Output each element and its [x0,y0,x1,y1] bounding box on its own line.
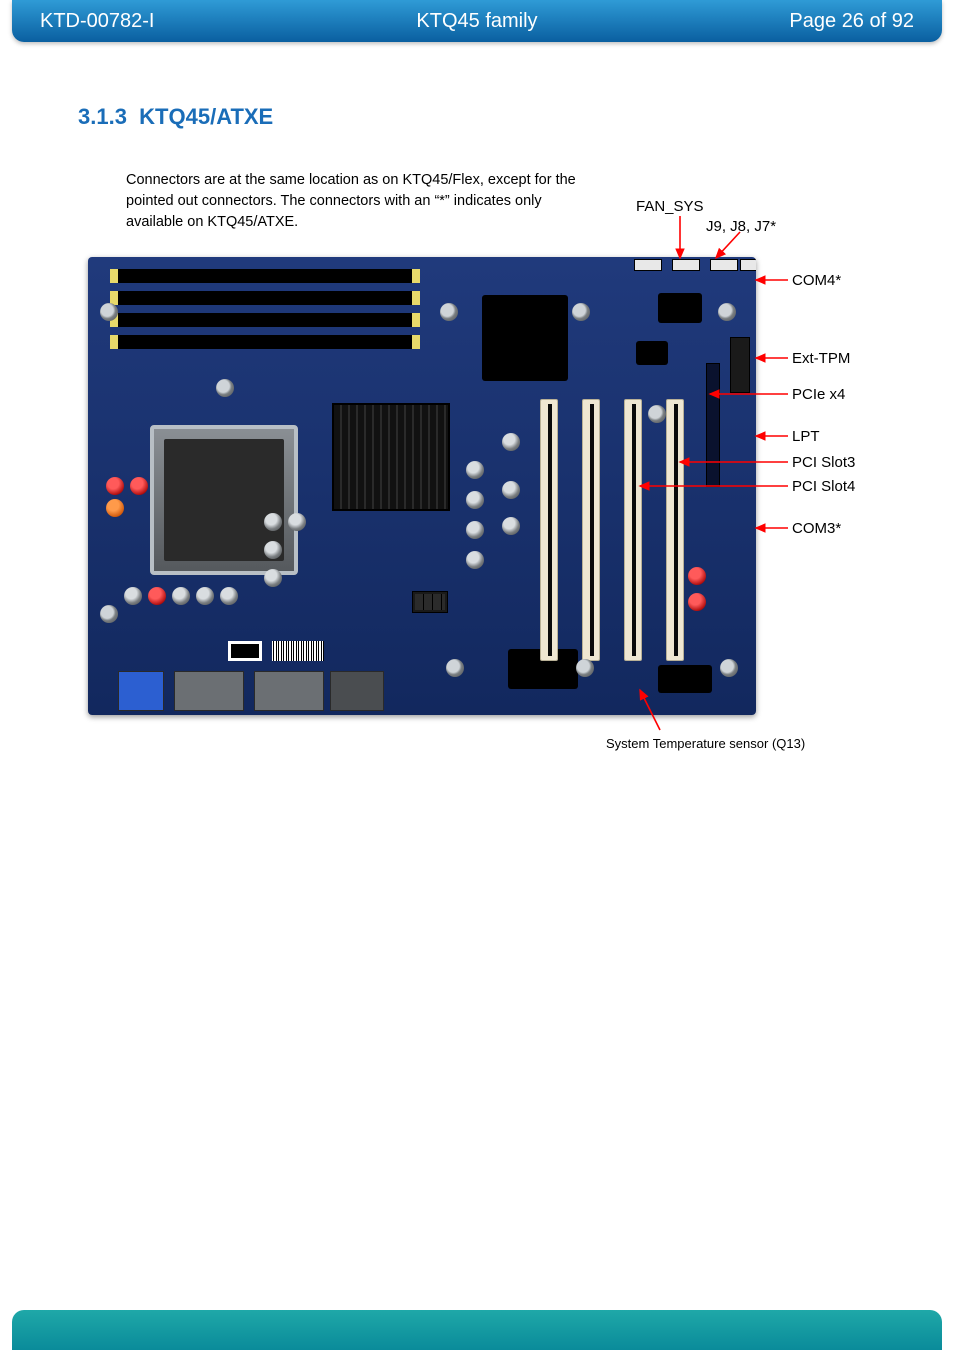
label-lpt: LPT [792,428,820,445]
section-heading: 3.1.3 KTQ45/ATXE [78,104,273,130]
label-fan-sys: FAN_SYS [636,198,704,215]
doc-id: KTD-00782-I [40,10,331,33]
page-footer [12,1310,942,1350]
label-com3: COM3* [792,520,841,537]
label-pci3: PCI Slot3 [792,454,855,471]
label-pcie-x4: PCIe x4 [792,386,845,403]
section-title: KTQ45/ATXE [139,104,273,129]
motherboard-image [88,257,756,715]
page-number: Page 26 of 92 [623,10,914,33]
intro-text: Connectors are at the same location as o… [126,170,586,233]
label-temp-sensor: System Temperature sensor (Q13) [606,736,805,751]
doc-family: KTQ45 family [331,10,622,33]
label-com4: COM4* [792,272,841,289]
label-ext-tpm: Ext-TPM [792,350,850,367]
page-header: KTD-00782-I KTQ45 family Page 26 of 92 [12,0,942,42]
label-pci4: PCI Slot4 [792,478,855,495]
label-j9j8j7: J9, J8, J7* [706,218,776,235]
section-number: 3.1.3 [78,104,127,129]
